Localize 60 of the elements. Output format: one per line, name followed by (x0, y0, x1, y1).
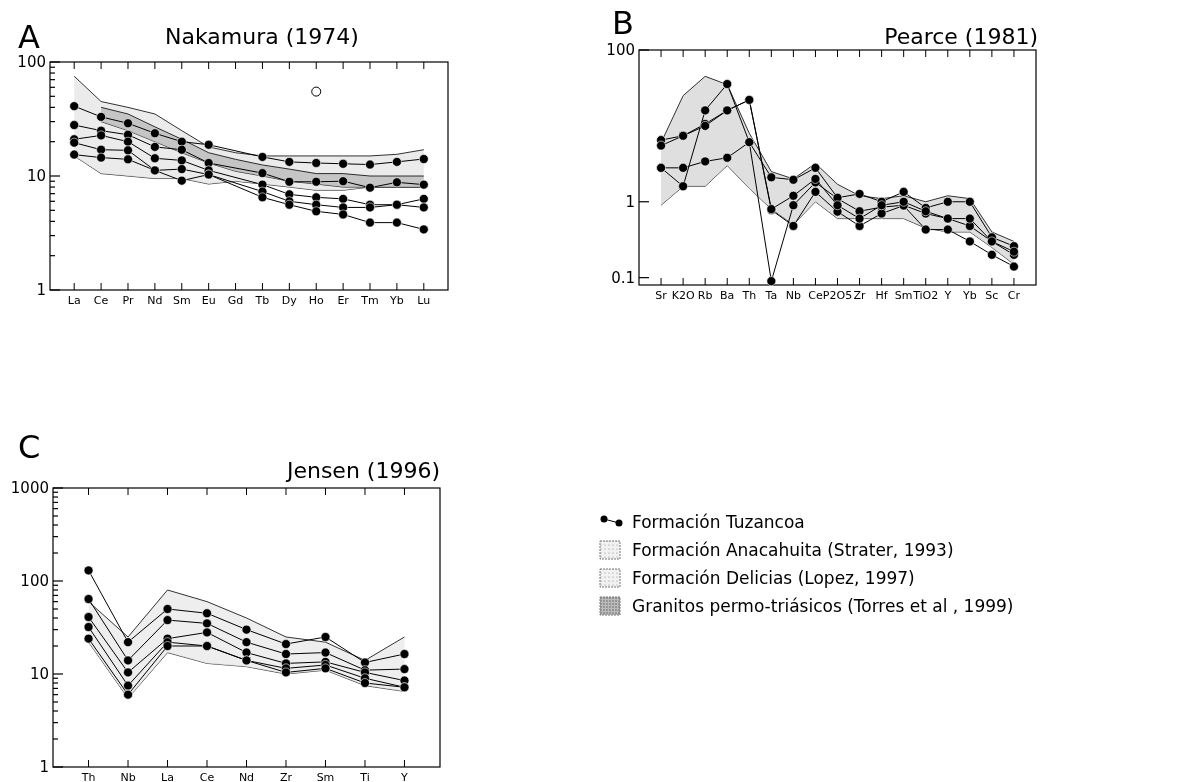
x-tick-label: Ti (359, 771, 370, 782)
text: Granitos permo-triásicos (Torres et al , 1999) (632, 595, 1014, 616)
chart-title: B (612, 4, 634, 42)
x-tick-label: Yb (961, 289, 977, 302)
x-tick-label: Gd (227, 294, 244, 307)
y-tick-label: 0.1 (611, 268, 635, 287)
y-tick-label: 100 (17, 53, 46, 72)
y-tick-label: 10 (29, 665, 49, 684)
x-tick-label: Nd (238, 771, 255, 782)
x-tick-label: Sm (172, 294, 191, 307)
x-tick-label: Sr (655, 289, 668, 302)
x-tick-label: Eu (201, 294, 216, 307)
x-tick-label: Hf (875, 289, 889, 302)
x-tick-label: Nd (147, 294, 163, 307)
y-tick-label: 1 (39, 758, 49, 777)
x-tick-label: Ce (808, 289, 823, 302)
x-tick-label: Th (741, 289, 757, 302)
chart-subtitle: Pearce (1981) (884, 24, 1038, 49)
chart-subtitle: Nakamura (1974) (165, 24, 359, 49)
x-tick-label: Nb (785, 289, 802, 302)
text: Formación Tuzancoa (632, 511, 805, 532)
x-tick-label: Tm (360, 294, 379, 307)
y-tick-label: 100 (20, 572, 49, 591)
y-tick-label: 10 (26, 167, 46, 186)
x-tick-label: La (67, 294, 81, 307)
x-tick-label: Sm (316, 771, 335, 782)
x-tick-label: Th (80, 771, 96, 782)
x-tick-label: Ba (720, 289, 735, 302)
x-tick-label: Ce (93, 294, 109, 307)
x-tick-label: Pr (122, 294, 134, 307)
x-tick-label: Er (337, 294, 350, 307)
x-tick-label: Zr (279, 771, 293, 782)
x-tick-label: Dy (281, 294, 298, 307)
x-tick-label: Y (943, 289, 952, 302)
chart-subtitle: Jensen (1996) (284, 458, 440, 483)
text: Formación Delicias (Lopez, 1997) (632, 567, 915, 588)
x-tick-label: Lu (417, 294, 431, 307)
x-tick-label: Sc (985, 289, 999, 302)
y-tick-label: 1000 (10, 479, 49, 498)
x-tick-label: Yb (389, 294, 404, 307)
x-tick-label: P2O5 (822, 289, 853, 302)
x-tick-label: La (161, 771, 174, 782)
chart-title: C (18, 428, 41, 466)
x-tick-label: K2O (671, 289, 695, 302)
x-tick-label: Cr (1007, 289, 1021, 302)
x-tick-label: TiO2 (912, 289, 939, 302)
x-tick-label: Zr (853, 289, 867, 302)
x-tick-label: Ho (308, 294, 324, 307)
y-tick-label: 1 (36, 281, 46, 300)
text: Formación Anacahuita (Strater, 1993) (632, 539, 954, 560)
y-tick-label: 100 (606, 41, 635, 60)
x-tick-label: Rb (697, 289, 713, 302)
x-tick-label: Sm (894, 289, 913, 302)
x-tick-label: Tb (254, 294, 270, 307)
y-tick-label: 1 (625, 193, 635, 212)
chart-title: A (18, 18, 40, 56)
x-tick-label: Y (400, 771, 409, 782)
x-tick-label: Ta (764, 289, 778, 302)
x-tick-label: Ce (199, 771, 215, 782)
x-tick-label: Nb (120, 771, 136, 782)
